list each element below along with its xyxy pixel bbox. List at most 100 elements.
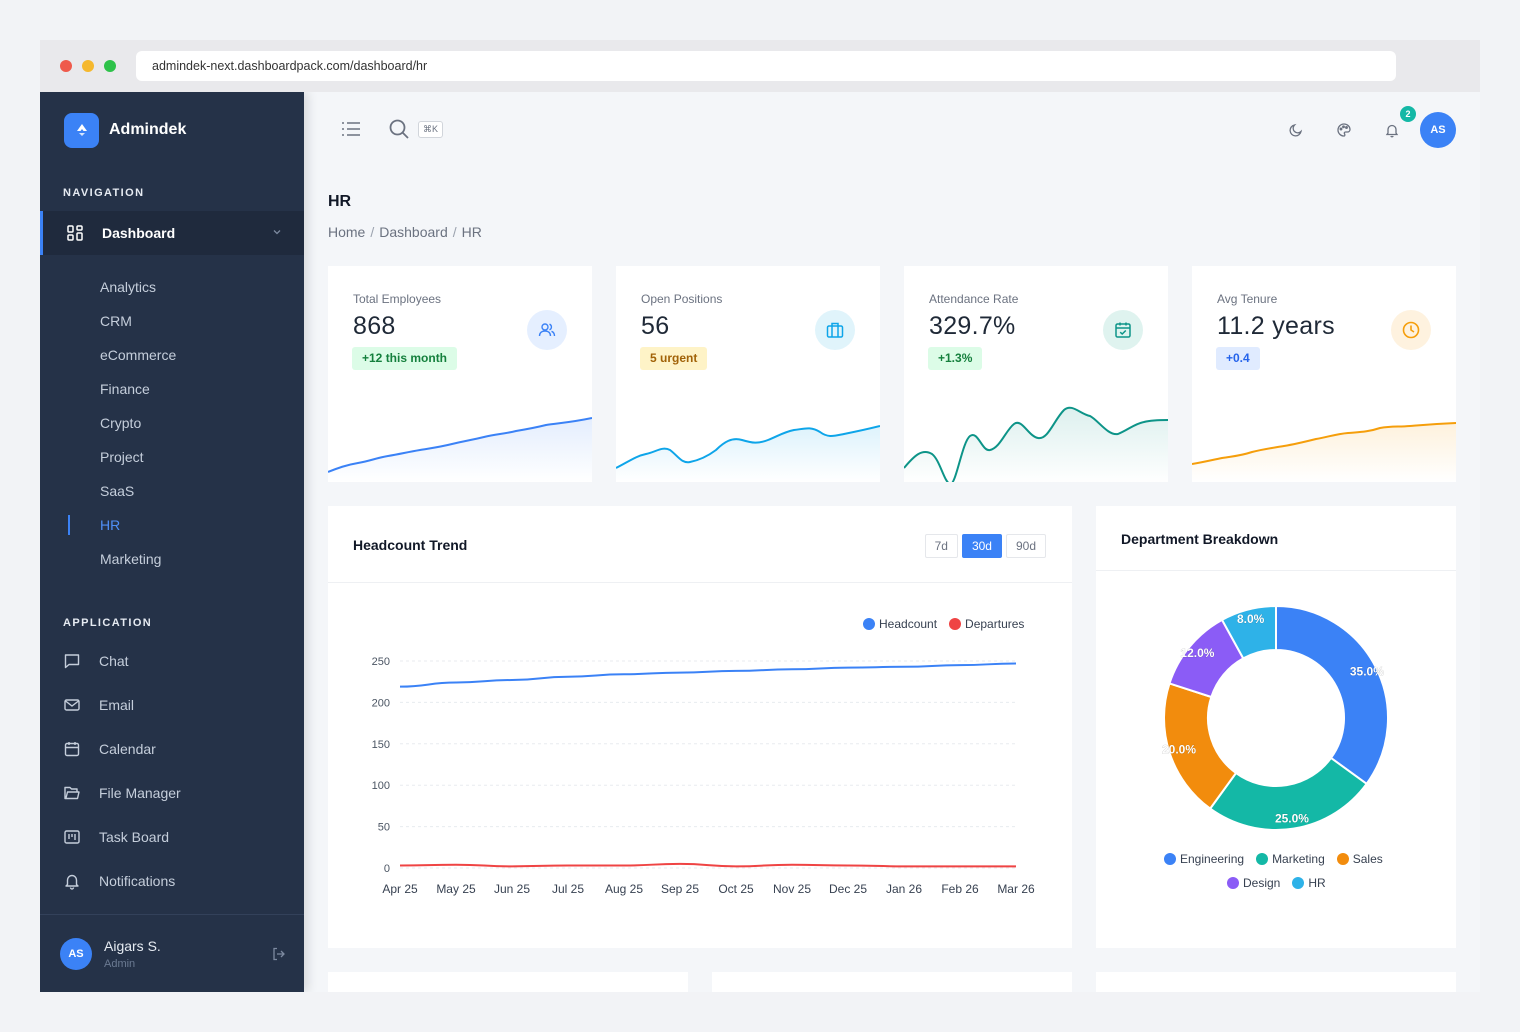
slice-hr[interactable] — [1220, 604, 1277, 660]
legend-label: HR — [1308, 876, 1326, 890]
sidebar-item-hr[interactable]: HR — [100, 517, 121, 533]
mail-icon — [64, 699, 80, 711]
topbar-right: 2 AS — [1266, 106, 1456, 148]
user-name: Aigars S. — [104, 938, 161, 954]
legend-item-departures[interactable]: Departures — [949, 617, 1024, 631]
department-donut-chart: 35.0% 25.0% 20.0% 12.0% 8.0% — [1162, 604, 1389, 831]
stat-value: 11.2 years — [1217, 312, 1335, 340]
y-tick-label: 150 — [372, 739, 390, 751]
sidebar-item-label: Chat — [99, 653, 129, 669]
range-selector: 7d 30d 90d — [921, 534, 1046, 558]
chat-icon — [64, 654, 80, 669]
sidebar-item-label: Notifications — [99, 873, 176, 889]
x-tick-label: Dec 25 — [829, 882, 867, 896]
palette-icon — [1337, 123, 1351, 137]
card-divider — [1096, 570, 1456, 571]
sidebar-item-analytics[interactable]: Analytics — [100, 279, 157, 295]
x-tick-label: Nov 25 — [773, 882, 811, 896]
headcount-trend-card: Headcount Trend 7d 30d 90d Headcount Dep… — [328, 506, 1072, 948]
x-tick-label: Sep 25 — [661, 882, 699, 896]
range-7d-button[interactable]: 7d — [924, 534, 958, 558]
stat-badge: +0.4 — [1216, 347, 1260, 370]
user-role: Admin — [104, 958, 136, 970]
sidebar-item-notifications[interactable]: Notifications — [63, 869, 175, 893]
stat-badge: +1.3% — [928, 347, 983, 370]
logout-icon[interactable] — [271, 946, 287, 962]
legend-item-design[interactable]: Design — [1227, 876, 1280, 890]
sidebar-item-label: File Manager — [99, 785, 181, 801]
y-tick-label: 250 — [372, 656, 390, 668]
theme-toggle-button[interactable] — [1278, 112, 1314, 148]
y-tick-label: 0 — [384, 863, 390, 875]
sidebar-item-email[interactable]: Email — [63, 693, 134, 717]
avatar[interactable]: AS — [1420, 112, 1456, 148]
search-shortcut: ⌘K — [418, 120, 444, 138]
kanban-icon — [64, 830, 80, 844]
sidebar-item-task-board[interactable]: Task Board — [63, 825, 169, 849]
sidebar-item-label: Dashboard — [102, 225, 176, 241]
legend-item-headcount[interactable]: Headcount — [863, 617, 937, 631]
brand[interactable]: Admindek — [64, 112, 186, 148]
sparkline-total-employees — [328, 417, 592, 482]
legend-item-hr[interactable]: HR — [1292, 876, 1326, 890]
sidebar-item-crypto[interactable]: Crypto — [100, 415, 142, 431]
notifications-button[interactable]: 2 — [1374, 106, 1416, 148]
logo-icon — [64, 112, 99, 148]
chevron-down-icon — [273, 230, 281, 235]
stat-label: Avg Tenure — [1217, 292, 1278, 306]
stat-value: 868 — [353, 312, 396, 340]
sidebar-item-project[interactable]: Project — [100, 449, 144, 465]
sparkline-attendance-rate — [904, 406, 1168, 482]
legend-label: Departures — [965, 617, 1025, 631]
breadcrumb-current: HR — [461, 224, 482, 240]
palette-button[interactable] — [1326, 112, 1362, 148]
breadcrumb: Home / Dashboard / HR — [328, 224, 482, 240]
slice-label: 20.0% — [1162, 743, 1196, 757]
x-tick-label: Feb 26 — [941, 882, 979, 896]
legend-item-engineering[interactable]: Engineering — [1164, 852, 1244, 866]
range-90d-button[interactable]: 90d — [1005, 534, 1046, 558]
sidebar-item-file-manager[interactable]: File Manager — [63, 781, 181, 805]
slice-engineering[interactable] — [1275, 604, 1389, 786]
legend-item-sales[interactable]: Sales — [1336, 852, 1383, 866]
sidebar-item-marketing[interactable]: Marketing — [100, 551, 162, 567]
sidebar-item-finance[interactable]: Finance — [100, 381, 150, 397]
bell-icon — [1385, 124, 1399, 138]
sidebar-item-calendar[interactable]: Calendar — [63, 737, 156, 761]
notification-badge: 2 — [1400, 106, 1416, 122]
range-30d-button[interactable]: 30d — [961, 534, 1002, 558]
window-minimize-button[interactable] — [82, 60, 94, 72]
legend-label: Design — [1243, 876, 1281, 890]
series-line-headcount — [399, 662, 1017, 688]
sidebar-item-saas[interactable]: SaaS — [100, 483, 135, 499]
legend-label: Headcount — [879, 617, 938, 631]
legend-swatch — [1336, 853, 1349, 865]
x-tick-label: Jun 25 — [494, 882, 530, 896]
breadcrumb-home[interactable]: Home — [328, 224, 366, 240]
sidebar-divider — [40, 914, 304, 915]
stat-badge: +12 this month — [352, 347, 458, 370]
page-title: HR — [328, 193, 352, 210]
window-close-button[interactable] — [60, 60, 72, 72]
breadcrumb-dashboard[interactable]: Dashboard — [379, 224, 448, 240]
sidebar-item-crm[interactable]: CRM — [100, 313, 132, 329]
users-icon — [527, 310, 567, 350]
sidebar-item-ecommerce[interactable]: eCommerce — [100, 347, 177, 363]
legend-item-marketing[interactable]: Marketing — [1256, 852, 1325, 866]
window-maximize-button[interactable] — [104, 60, 116, 72]
bottom-card-1 — [328, 972, 688, 992]
avatar[interactable]: AS — [60, 938, 92, 970]
search-icon[interactable] — [388, 118, 410, 140]
address-bar[interactable]: admindek-next.dashboardpack.com/dashboar… — [136, 51, 1396, 81]
menu-toggle-icon[interactable] — [340, 118, 362, 140]
chart-legend: Headcount Departures — [863, 617, 1036, 631]
legend-swatch — [1227, 877, 1239, 889]
sidebar-item-chat[interactable]: Chat — [63, 649, 129, 673]
legend-swatch — [1164, 853, 1176, 865]
x-tick-label: Jul 25 — [552, 882, 584, 896]
sidebar-item-dashboard[interactable]: Dashboard — [40, 211, 304, 255]
calendar-check-icon — [1103, 310, 1143, 350]
stat-value: 329.7% — [929, 312, 1016, 340]
moon-icon — [1289, 123, 1303, 137]
card-divider — [328, 582, 1072, 583]
